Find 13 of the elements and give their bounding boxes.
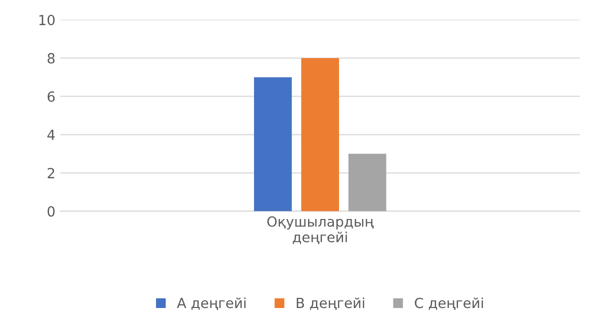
legend-label: B деңгейі [296, 297, 364, 310]
y-tick-label: 0 [48, 206, 55, 217]
y-tick-label: 6 [48, 91, 55, 102]
y-tick-label: 4 [47, 130, 55, 140]
y-tick-label: 10 [39, 14, 55, 26]
legend-label: C деңгейі [414, 297, 483, 310]
x-tick-label: Оқушылардың деңгейі [267, 216, 374, 244]
bar [348, 154, 386, 212]
bar [254, 77, 292, 212]
y-tick-label: 2 [48, 168, 54, 178]
bar [301, 58, 340, 212]
legend-label: A деңгейі [176, 297, 246, 310]
y-tick-label: 8 [48, 53, 55, 64]
